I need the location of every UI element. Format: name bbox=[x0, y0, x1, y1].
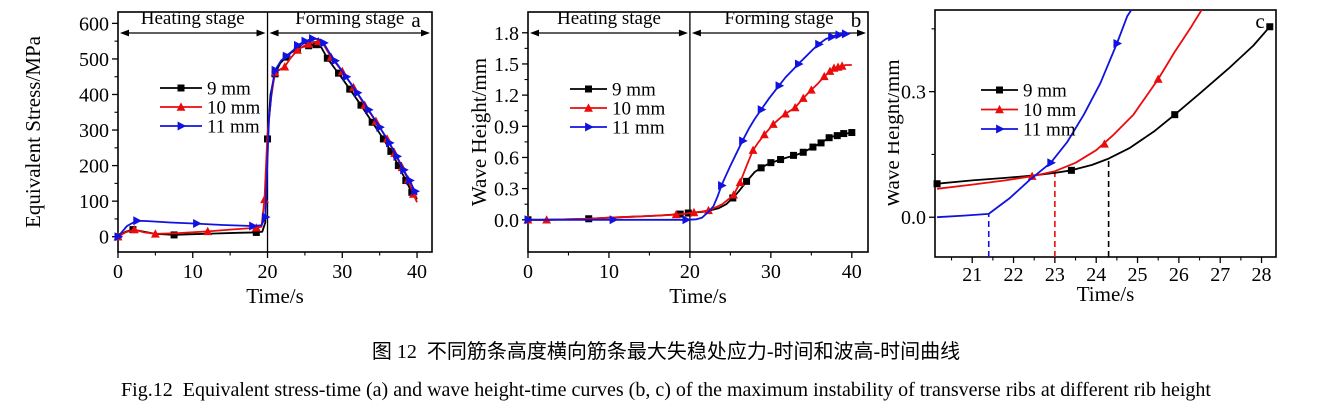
stage-label: Forming stage bbox=[295, 8, 404, 29]
chart-c-panel: 21 22 23 24 25 26 27 28 Time/s 0.0 0.3 Wave Height/… bbox=[880, 0, 1332, 310]
x-axis-label: Time/s bbox=[1077, 282, 1135, 306]
stage-label: Forming stage bbox=[724, 8, 833, 29]
series-10-mm bbox=[936, 9, 1203, 190]
y-tick-label: 300 bbox=[79, 120, 109, 142]
stage-annotations: Heating stage Forming stage bbox=[120, 8, 430, 252]
x-axis: 0 10 20 30 40 Time/s bbox=[113, 252, 427, 308]
panel-letter: b bbox=[851, 8, 862, 32]
y-tick-label: 1.5 bbox=[494, 54, 519, 76]
x-axis: 0 10 20 30 40 Time/s bbox=[523, 252, 862, 308]
x-tick-label: 22 bbox=[1004, 264, 1024, 286]
y-tick-label: 0 bbox=[99, 227, 109, 249]
x-tick-label: 21 bbox=[962, 264, 982, 286]
x-tick-label: 40 bbox=[842, 261, 862, 283]
x-tick-label: 30 bbox=[332, 261, 352, 283]
y-tick-label: 200 bbox=[79, 156, 109, 178]
chart-a: 0 10 20 30 40 Time/s 0 100 200 300 400 500 600 Equiva… bbox=[21, 8, 433, 308]
y-axis-label: Wave Height/mm bbox=[467, 58, 491, 206]
y-tick-label: 1.8 bbox=[494, 23, 519, 45]
chart-a-panel: 0 10 20 30 40 Time/s 0 100 200 300 400 500 600 Equiva… bbox=[0, 0, 444, 310]
x-tick-label: 24 bbox=[1086, 264, 1106, 286]
x-tick-label: 0 bbox=[113, 261, 123, 283]
legend-label: 9 mm bbox=[1023, 81, 1067, 102]
legend-label: 9 mm bbox=[207, 79, 251, 100]
figure-caption-chinese: 图 12 不同筋条高度横向筋条最大失稳处应力-时间和波高-时间曲线 bbox=[371, 341, 961, 363]
series-11-mm bbox=[937, 9, 1133, 219]
chart-b-panel: 0 10 20 30 40 Time/s 0.0 0.3 0.6 0.9 1.2 1.5 1.8 Wave… bbox=[444, 0, 888, 310]
y-tick-label: 1.2 bbox=[494, 85, 519, 107]
x-tick-label: 25 bbox=[1128, 264, 1148, 286]
legend-label: 11 mm bbox=[612, 118, 665, 139]
x-axis: 21 22 23 24 25 26 27 28 Time/s bbox=[950, 257, 1272, 306]
series-9-mm bbox=[933, 23, 1274, 188]
panel-letter: c bbox=[1255, 9, 1264, 33]
x-tick-label: 10 bbox=[599, 261, 619, 283]
stage-label: Heating stage bbox=[557, 8, 661, 29]
y-tick-label: 100 bbox=[79, 191, 109, 213]
x-axis-label: Time/s bbox=[669, 284, 727, 308]
legend-label: 10 mm bbox=[207, 98, 261, 119]
x-tick-label: 40 bbox=[407, 261, 427, 283]
x-tick-label: 28 bbox=[1252, 264, 1272, 286]
charts-row: 0 10 20 30 40 Time/s 0 100 200 300 400 500 600 Equiva… bbox=[0, 0, 1332, 310]
legend-label: 11 mm bbox=[1023, 120, 1076, 141]
panel-letter: a bbox=[411, 8, 421, 32]
x-tick-label: 0 bbox=[523, 261, 533, 283]
y-tick-label: 400 bbox=[79, 84, 109, 106]
figure-caption-english: Fig.12 Equivalent stress-time (a) and wa… bbox=[121, 379, 1211, 401]
legend-label: 10 mm bbox=[612, 99, 666, 120]
plot-frame bbox=[527, 11, 869, 253]
stage-label: Heating stage bbox=[141, 8, 245, 29]
legend-label: 9 mm bbox=[612, 80, 656, 101]
y-tick-label: 600 bbox=[79, 13, 109, 35]
y-tick-label: 0.3 bbox=[901, 82, 926, 104]
x-tick-label: 26 bbox=[1169, 264, 1189, 286]
series-10-mm bbox=[523, 61, 852, 224]
y-tick-label: 0.3 bbox=[494, 179, 519, 201]
y-axis-label: Wave Height/mm bbox=[888, 59, 904, 207]
legend-label: 10 mm bbox=[1023, 100, 1077, 121]
chart-b: 0 10 20 30 40 Time/s 0.0 0.3 0.6 0.9 1.2 1.5 1.8Wave… bbox=[467, 8, 869, 308]
y-axis: 0 100 200 300 400 500 600 Equivalent Stress/MPa bbox=[21, 13, 118, 249]
y-axis-label: Equivalent Stress/MPa bbox=[21, 35, 45, 228]
x-axis-label: Time/s bbox=[246, 284, 304, 308]
y-tick-label: 0.0 bbox=[494, 210, 519, 232]
y-tick-label: 0.0 bbox=[901, 207, 926, 229]
plot-frame bbox=[934, 9, 1277, 258]
series-11-mm bbox=[114, 34, 421, 242]
stage-annotations: Heating stage Forming stage bbox=[530, 8, 866, 252]
x-tick-label: 20 bbox=[258, 261, 278, 283]
x-tick-label: 20 bbox=[680, 261, 700, 283]
series-11-mm bbox=[524, 29, 851, 225]
y-tick-label: 0.9 bbox=[494, 116, 519, 138]
x-tick-label: 23 bbox=[1045, 264, 1065, 286]
y-tick-label: 500 bbox=[79, 49, 109, 71]
y-tick-label: 0.6 bbox=[494, 147, 519, 169]
x-tick-label: 30 bbox=[761, 261, 781, 283]
plot-frame bbox=[117, 11, 433, 253]
x-tick-label: 10 bbox=[183, 261, 203, 283]
x-tick-label: 27 bbox=[1210, 264, 1230, 286]
legend-label: 11 mm bbox=[207, 117, 260, 138]
